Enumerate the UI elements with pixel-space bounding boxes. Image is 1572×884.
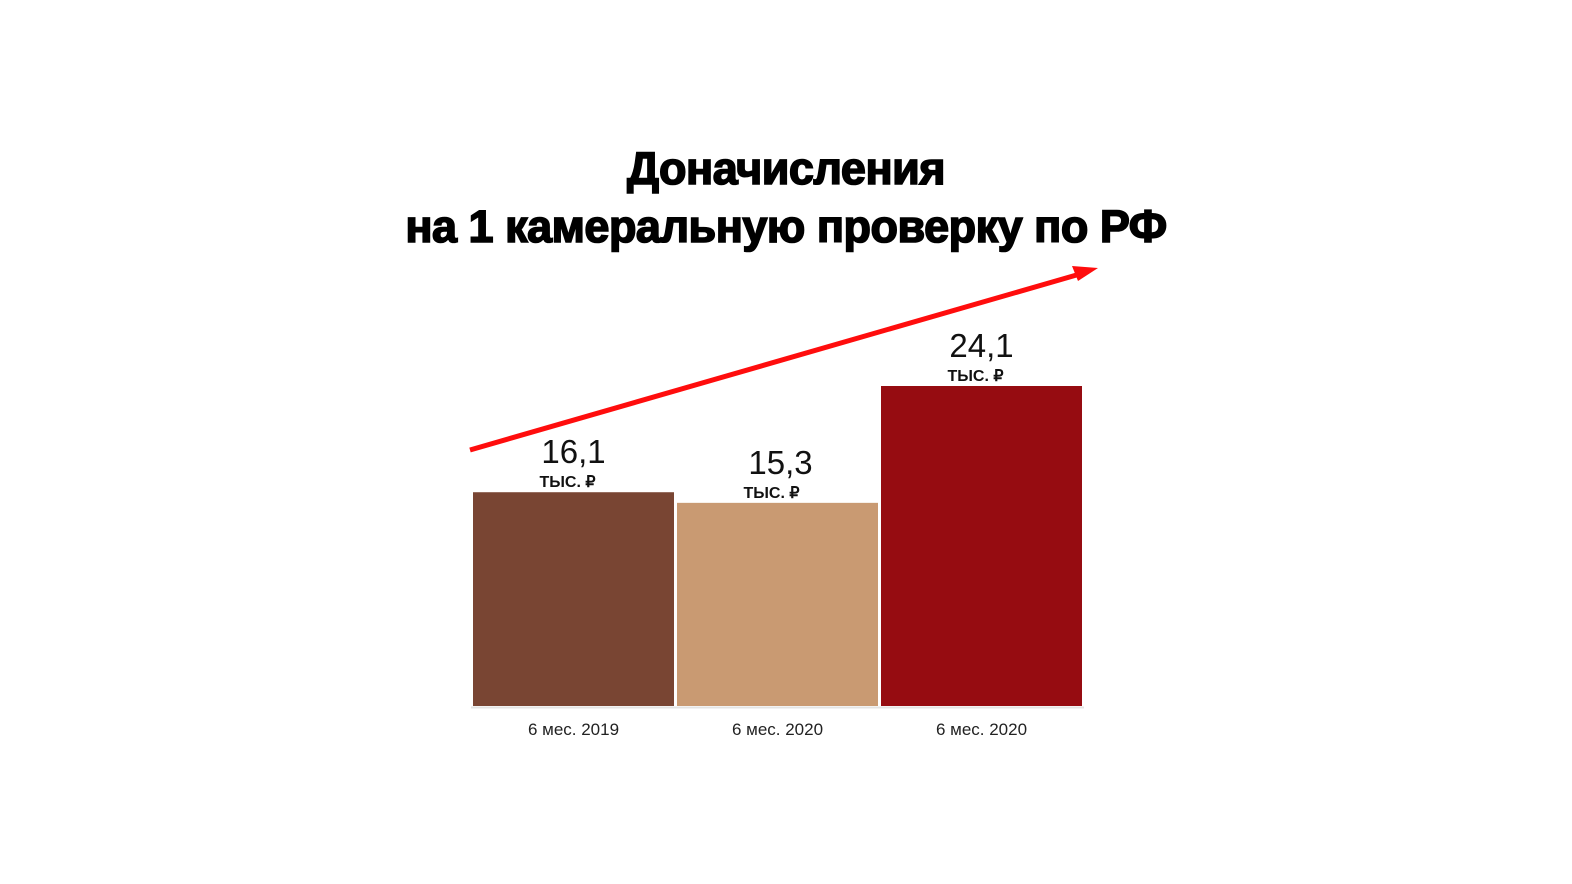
unit-label: ТЫС. ₽ <box>539 474 595 491</box>
data-label: 15,3 <box>748 444 812 481</box>
trend-arrow-head-icon <box>1072 266 1098 281</box>
data-label: 24,1 <box>949 327 1013 364</box>
unit-label: ТЫС. ₽ <box>743 485 799 502</box>
bar <box>473 492 674 706</box>
bar <box>881 386 1082 706</box>
chart-title-line-1: Доначисления <box>626 142 946 195</box>
chart-title: Доначисления на 1 камеральную проверку п… <box>0 140 1572 256</box>
bar <box>677 502 878 706</box>
chart-title-line-2: на 1 камеральную проверку по РФ <box>405 200 1168 253</box>
trend-arrow-line <box>469 271 1081 453</box>
data-label: 16,1 <box>541 433 605 470</box>
category-label: 6 мес. 2020 <box>936 720 1027 739</box>
category-label: 6 мес. 2020 <box>732 720 823 739</box>
category-label: 6 мес. 2019 <box>528 720 619 739</box>
unit-label: ТЫС. ₽ <box>947 368 1003 385</box>
